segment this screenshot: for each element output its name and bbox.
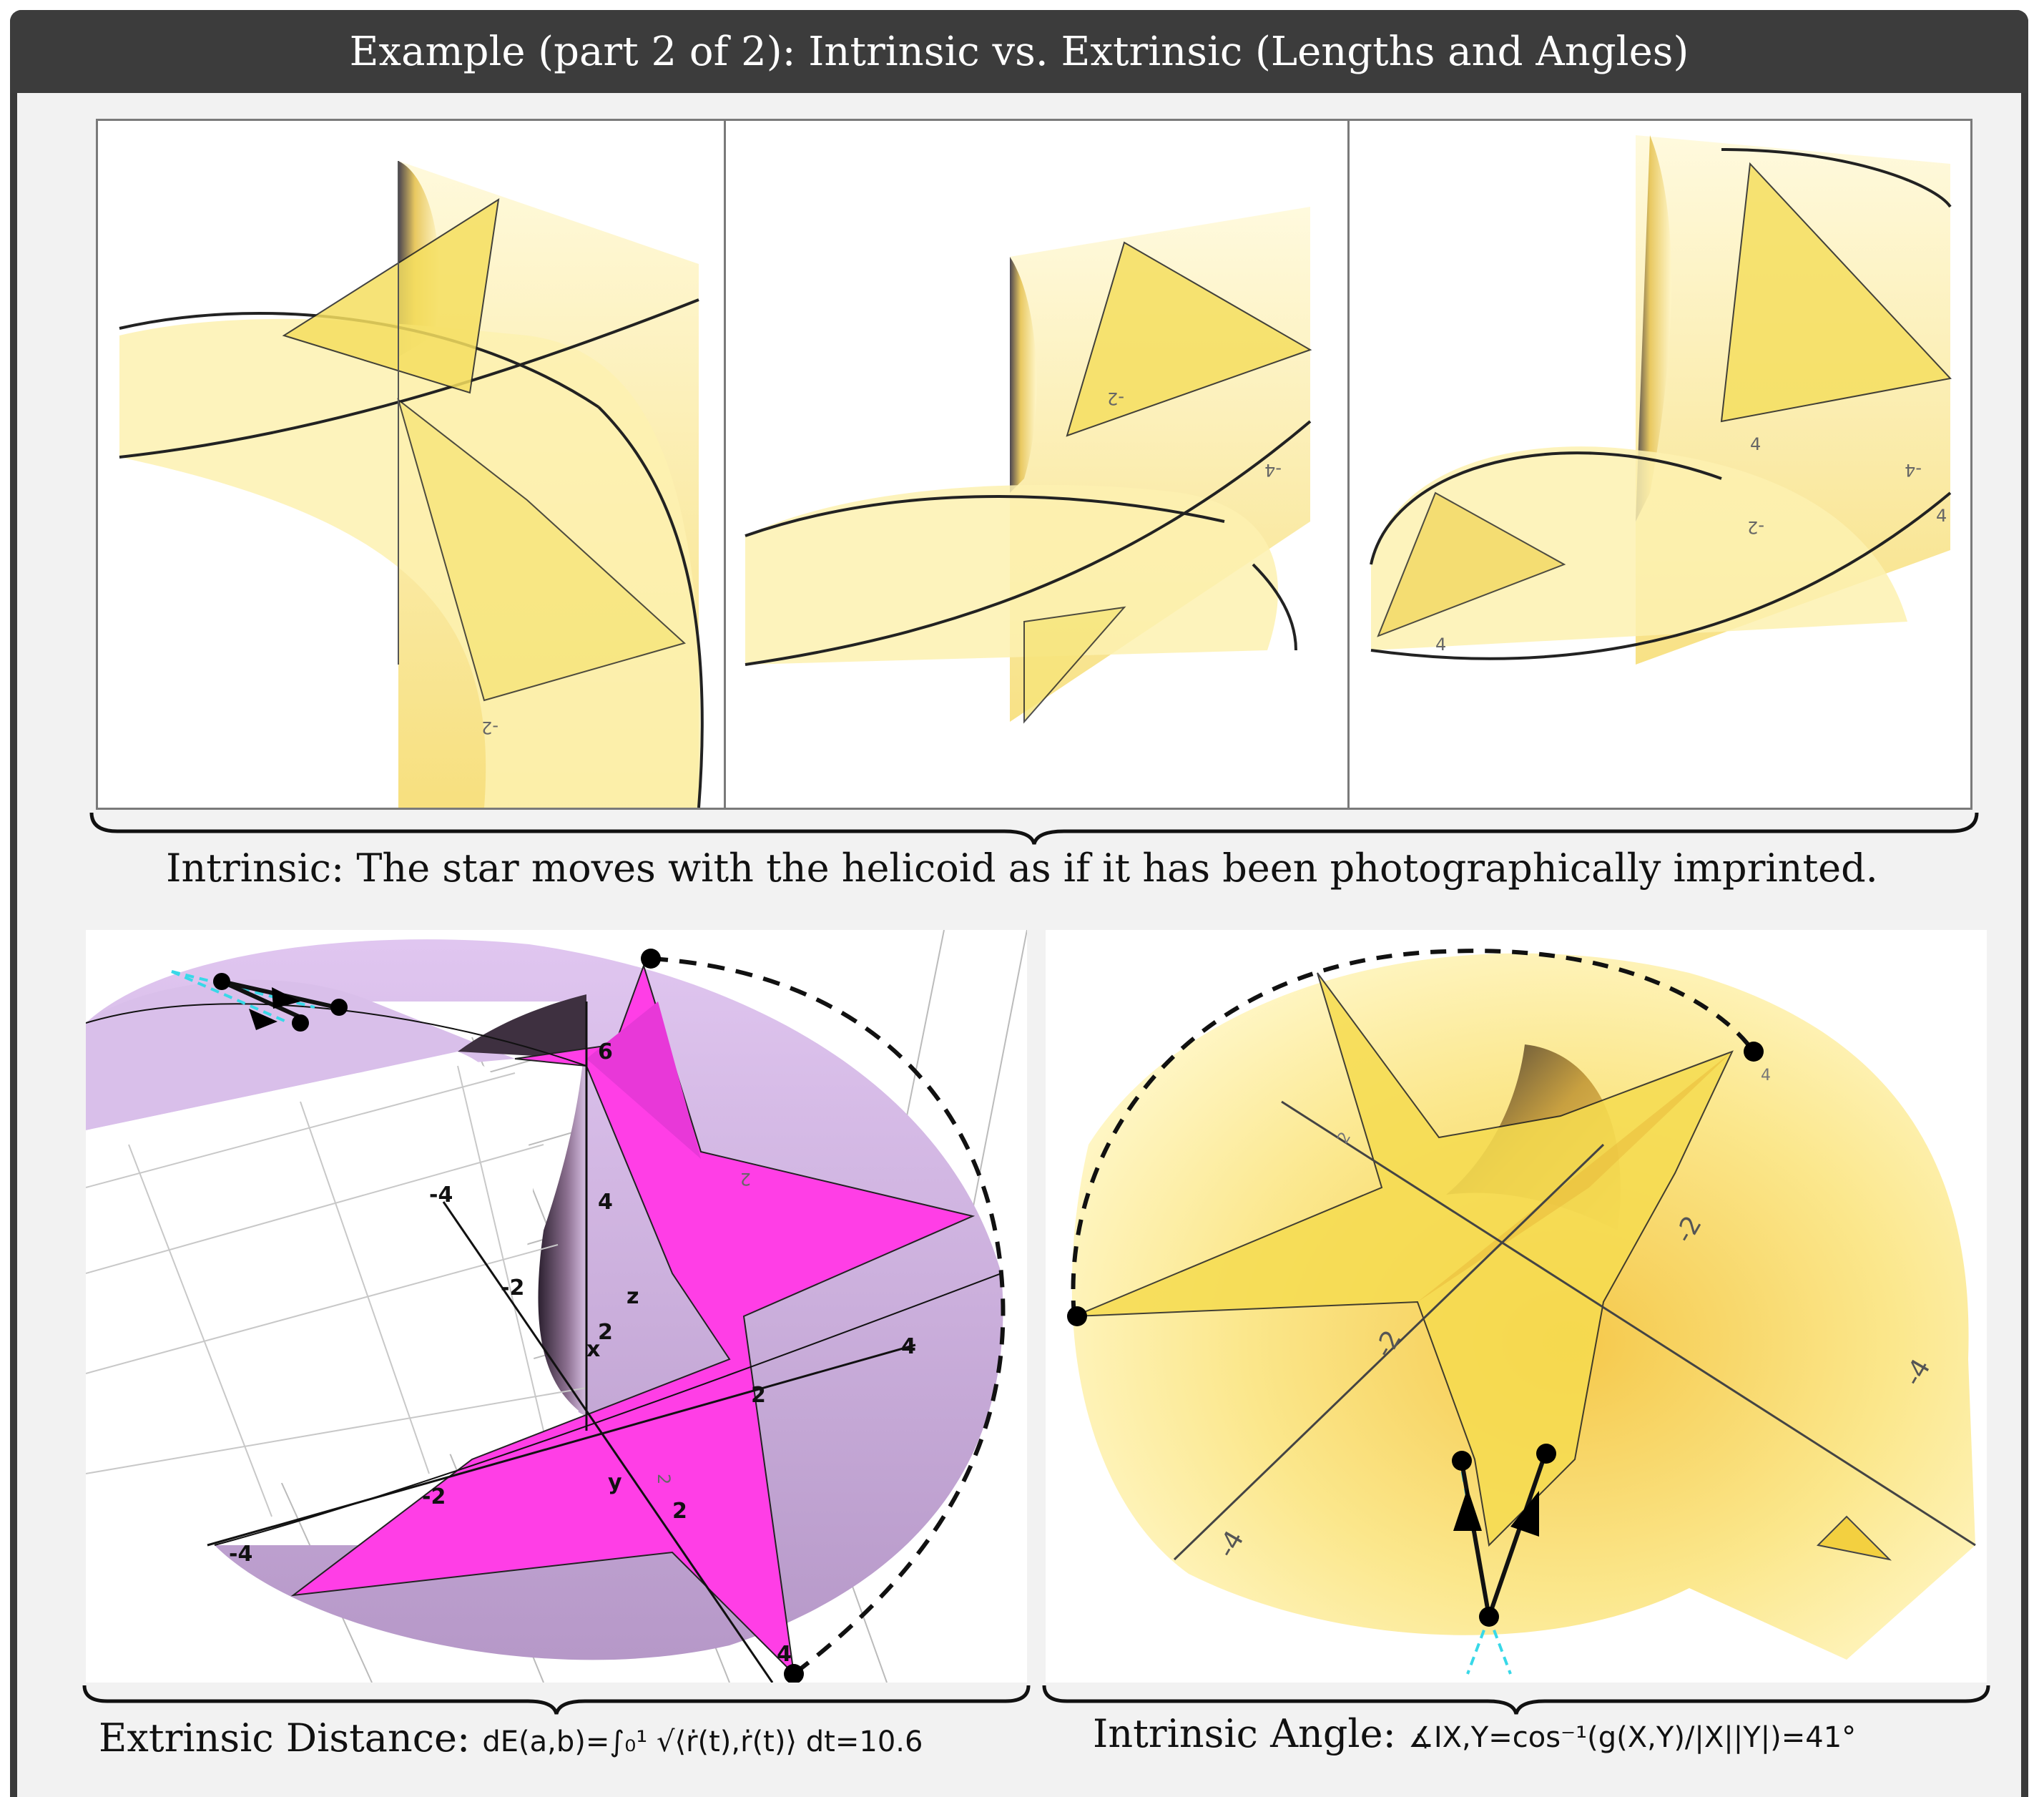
- helicoid-view-3: -2 4 4 -4 4: [1370, 135, 1952, 665]
- angle-caption: Intrinsic Angle: ∡IX,Y=cos⁻¹(g(X,Y)/|X||…: [1093, 1711, 1856, 1756]
- top-brace: [89, 812, 1979, 845]
- z-tick-6: 6: [598, 1039, 613, 1064]
- helicoid-view-2: -2 -4: [745, 207, 1312, 724]
- panel-divider-2: [1347, 119, 1350, 810]
- svg-text:4: 4: [1750, 434, 1761, 454]
- x-tick-4: 4: [777, 1642, 792, 1667]
- y-tick-neg4: -4: [229, 1542, 252, 1567]
- svg-text:4: 4: [1435, 635, 1446, 655]
- x-axis-label: x: [586, 1337, 600, 1362]
- helicoid-views: -2 -2 -4 -2 4 4 -4 4: [119, 135, 1952, 808]
- x-tick-neg2: -2: [501, 1275, 524, 1301]
- z-tick-4: 4: [598, 1190, 613, 1215]
- angle-brace: [1042, 1685, 1990, 1715]
- example-title: Example (part 2 of 2): Intrinsic vs. Ext…: [10, 10, 2028, 93]
- helicoid-view-1: -2: [119, 161, 704, 808]
- y-axis-label: y: [608, 1470, 622, 1495]
- svg-text:-4: -4: [1905, 460, 1922, 480]
- axis-label: -2: [481, 718, 498, 738]
- intrinsic-caption: Intrinsic: The star moves with the helic…: [166, 846, 1878, 891]
- x-tick-2: 2: [672, 1499, 687, 1524]
- extrinsic-caption: Extrinsic Distance: dE(a,b)=∫₀¹ √⟨ṙ(t),ṙ…: [99, 1715, 923, 1761]
- extrinsic-caption-label: Extrinsic Distance:: [99, 1715, 471, 1761]
- y-tick-neg2: -2: [422, 1484, 446, 1509]
- svg-text:-2: -2: [1107, 388, 1124, 408]
- svg-text:-2: -2: [1747, 517, 1764, 537]
- x-tick-neg4: -4: [429, 1183, 453, 1208]
- z-tick-2: 2: [598, 1320, 613, 1345]
- y-tick-4: 4: [901, 1334, 916, 1359]
- z-axis-label: z: [627, 1284, 639, 1309]
- svg-text:2: 2: [654, 1474, 674, 1484]
- intrinsic-angle-figure: -2 -2 -4 -4 4 2: [1046, 930, 1987, 1683]
- extrinsic-distance-figure: 6 4 -4 -2 z 2 x 4 2 -2 y 2 -4 4 2 2: [86, 930, 1027, 1683]
- extrinsic-distance-formula: dE(a,b)=∫₀¹ √⟨ṙ(t),ṙ(t)⟩ dt=10.6: [482, 1725, 923, 1758]
- extrinsic-brace: [82, 1685, 1031, 1715]
- intrinsic-angle-formula: ∡IX,Y=cos⁻¹(g(X,Y)/|X||Y|)=41°: [1408, 1721, 1857, 1754]
- svg-text:4: 4: [1936, 506, 1947, 526]
- svg-text:4: 4: [1761, 1067, 1771, 1084]
- svg-text:-4: -4: [1264, 460, 1282, 480]
- svg-text:2: 2: [740, 1169, 751, 1189]
- angle-caption-label: Intrinsic Angle:: [1093, 1711, 1396, 1756]
- y-tick-2: 2: [751, 1383, 766, 1408]
- panel-divider-1: [724, 119, 726, 810]
